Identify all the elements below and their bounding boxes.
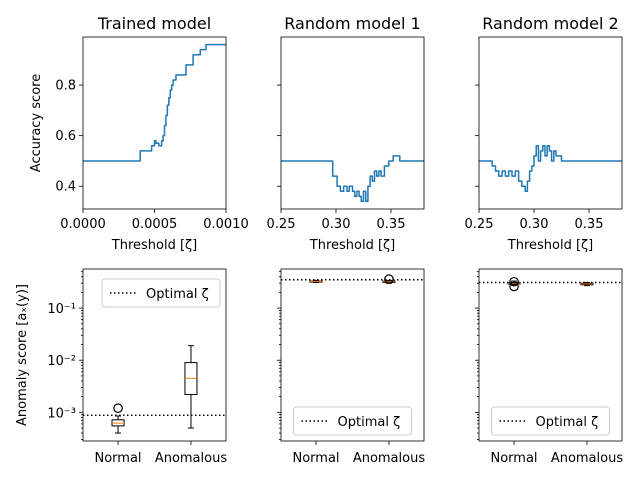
legend-label: Optimal ζ [536,415,599,430]
x-tick-label: 0.30 [520,217,549,232]
legend: Optimal ζ [101,278,221,308]
accuracy-line-3 [479,145,622,193]
chart-title: Random model 1 [284,14,420,33]
box-normal [309,279,323,283]
axes-frame-bottom-1 [82,268,227,442]
outlier-point [384,274,394,284]
accuracy-line-2 [281,155,424,203]
outlier-point [509,281,519,292]
x-tick-label: Normal [95,451,142,466]
x-tick-label: 0.25 [267,217,296,232]
x-tick-label: Anomalous [155,451,228,466]
box-anomalous [382,274,396,284]
y-axis-label: Anomaly score [aₓ(y)] [15,284,30,426]
y-tick-label: 10⁻¹ [47,302,76,317]
x-tick-label: 0.25 [465,217,494,232]
y-tick-label: 0.4 [55,180,76,195]
outlier-point [509,276,519,287]
y-tick-label: 10⁻² [47,354,76,369]
box-anomalous [580,281,594,287]
axes-frame-top-2 [280,36,425,210]
x-tick-label: Normal [293,451,340,466]
x-axis-label: Threshold [ζ] [111,238,197,253]
x-tick-label: 0.35 [575,217,604,232]
y-axis-label: Accuracy score [29,74,44,172]
box-normal [111,403,125,434]
legend: Optimal ζ [293,406,412,436]
x-axis-label: Threshold [ζ] [507,238,593,253]
x-tick-label: 0.0005 [132,217,178,232]
legend-box [101,278,221,308]
x-axis-label: Threshold [ζ] [309,238,395,253]
y-tick-label: 0.8 [55,79,76,94]
legend-label: Optimal ζ [146,287,209,302]
x-tick-label: 0.35 [377,217,406,232]
legend-label: Optimal ζ [338,415,401,430]
axes-frame-top-1 [82,36,227,210]
x-tick-label: 0.0000 [60,217,106,232]
legend-box [491,406,610,436]
box-normal [507,276,521,292]
chart-title: Trained model [97,14,211,33]
x-tick-label: 0.0010 [203,217,249,232]
box-anomalous [184,345,198,429]
axes-frame-bottom-3 [478,268,623,442]
axes-frame-top-3 [478,36,623,210]
y-tick-label: 0.6 [55,129,76,144]
outlier-point [113,403,123,414]
x-tick-label: Anomalous [353,451,426,466]
x-tick-label: Anomalous [551,451,624,466]
x-tick-label: 0.30 [322,217,351,232]
axes-frame-bottom-2 [280,268,425,442]
x-tick-label: Normal [491,451,538,466]
y-tick-label: 10⁻³ [47,406,76,421]
legend: Optimal ζ [491,406,610,436]
accuracy-line-1 [83,43,226,162]
chart-title: Random model 2 [482,14,618,33]
legend-box [293,406,412,436]
